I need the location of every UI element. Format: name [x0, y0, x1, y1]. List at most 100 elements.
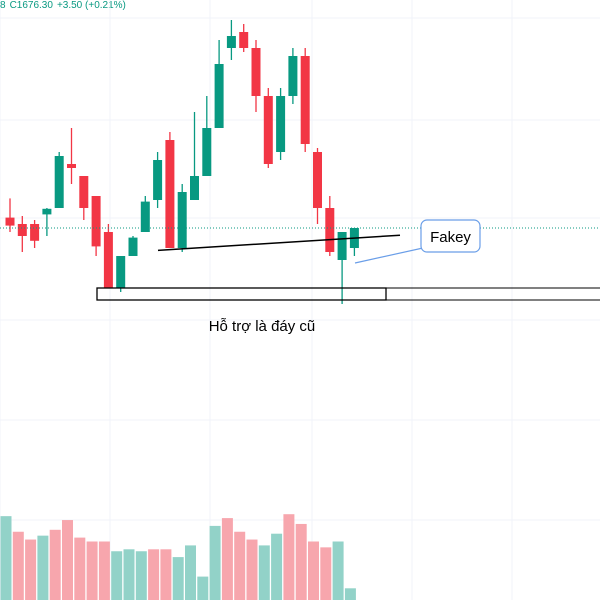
candle-body	[337, 232, 347, 260]
volume-bar	[148, 549, 160, 600]
candles	[5, 20, 359, 304]
candle-body	[165, 140, 175, 248]
callout-text: Fakey	[430, 229, 471, 246]
candle-body	[214, 64, 224, 128]
candle-body	[177, 192, 187, 248]
candle	[91, 196, 101, 256]
candle	[79, 176, 89, 220]
candle	[165, 132, 175, 248]
volume-bar	[123, 549, 135, 600]
candle	[54, 152, 64, 208]
candle-body	[226, 36, 236, 48]
candle-body	[288, 56, 298, 96]
candle	[313, 148, 322, 224]
volume-bar	[185, 545, 196, 600]
candle	[325, 196, 335, 256]
candle	[17, 216, 27, 252]
volume-bar	[197, 576, 209, 600]
candle-body	[42, 208, 52, 215]
annotations: Hỗ trợ là đáy cũ Fakey	[0, 219, 600, 335]
candle	[300, 48, 310, 152]
candle	[67, 128, 76, 184]
change-value: +3.50 (+0.21%)	[56, 0, 126, 11]
volume-bar	[98, 541, 110, 600]
support-label: Hỗ trợ là đáy cũ	[209, 318, 316, 335]
candle-body	[190, 176, 199, 200]
volume-bar	[221, 518, 233, 600]
candle	[190, 112, 199, 200]
candle	[202, 96, 212, 176]
volume-bar	[160, 549, 172, 600]
candle-body	[202, 128, 212, 176]
candle-body	[5, 217, 15, 226]
candle	[263, 88, 273, 168]
candle	[337, 232, 347, 304]
volume-bar	[234, 531, 246, 600]
callout-pointer	[354, 245, 433, 264]
candle-body	[263, 96, 273, 164]
volume-bar	[0, 516, 12, 600]
candle-body	[30, 224, 40, 241]
candle-body	[103, 232, 113, 288]
candle	[349, 228, 359, 256]
ohlc-readout: 8 C1676.30 +3.50 (+0.21%)	[0, 0, 130, 12]
support-box	[96, 287, 387, 301]
candle-body	[153, 160, 163, 200]
volume-bar	[37, 535, 49, 600]
candle	[251, 40, 261, 112]
volume-bar	[74, 537, 86, 600]
candle-body	[17, 224, 27, 236]
neckline	[157, 234, 401, 252]
volume-bar	[295, 523, 307, 600]
candle-body	[91, 196, 101, 247]
candle-body	[67, 164, 76, 168]
candle	[128, 236, 138, 256]
volume-bar	[172, 557, 184, 600]
candle-body	[276, 96, 286, 152]
candle-body	[140, 201, 150, 232]
candle	[116, 256, 126, 292]
volume-bar	[209, 525, 221, 600]
volume-bar	[111, 551, 123, 600]
volume-bar	[62, 520, 73, 600]
volume-bar	[308, 541, 319, 600]
volume-bar	[258, 545, 270, 600]
volume-bar	[271, 533, 283, 600]
candle-body	[239, 32, 249, 48]
volume-bar	[344, 588, 356, 600]
volume-bar	[86, 541, 98, 600]
candle-body	[325, 208, 335, 252]
candle	[239, 24, 249, 52]
volume-bar	[12, 531, 24, 600]
candle	[103, 224, 113, 288]
candle-body	[128, 237, 138, 256]
volume-bars	[0, 514, 356, 600]
candle	[140, 196, 150, 232]
volume-bar	[25, 539, 37, 600]
candle	[226, 20, 236, 60]
candle	[276, 88, 286, 160]
candle-body	[54, 156, 64, 208]
candle	[30, 220, 40, 248]
candle-body	[313, 152, 322, 208]
volume-bar	[332, 541, 344, 600]
volume-bar	[135, 551, 147, 600]
volume-bar	[283, 514, 295, 600]
callout-box[interactable]	[420, 219, 481, 253]
candle	[42, 208, 52, 236]
volume-bar	[246, 539, 258, 600]
candle	[177, 184, 187, 252]
candle	[214, 40, 224, 128]
volume-bar	[320, 547, 332, 600]
candle-body	[251, 48, 261, 96]
candle-body	[79, 176, 89, 208]
candle	[5, 198, 15, 232]
candle-body	[116, 256, 126, 288]
volume-bar	[49, 529, 61, 600]
candle-body	[300, 56, 310, 144]
ohlc-prefix: 8	[0, 0, 6, 11]
candle	[153, 152, 163, 208]
close-value: C1676.30	[9, 0, 53, 11]
